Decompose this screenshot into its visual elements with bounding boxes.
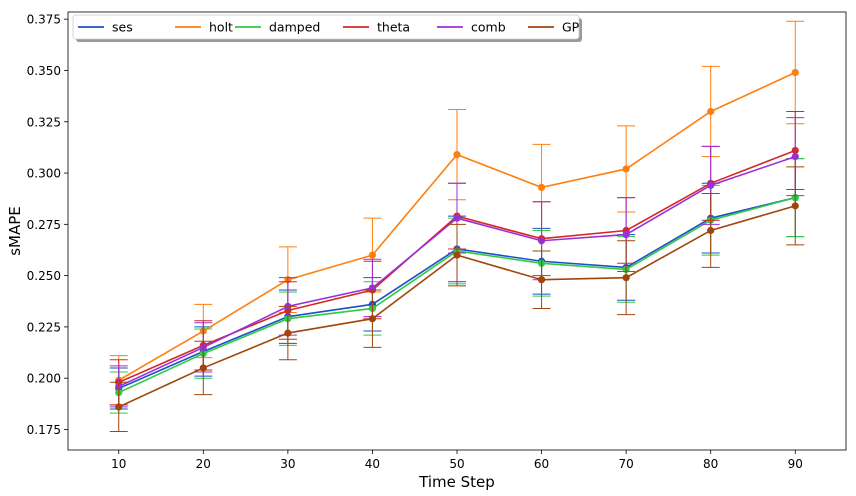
y-tick-label: 0.275 [27, 218, 61, 232]
data-point [622, 165, 630, 173]
data-point [707, 181, 715, 189]
x-tick-label: 90 [788, 457, 803, 471]
legend-label: GP [562, 20, 580, 35]
y-tick-label: 0.325 [27, 115, 61, 129]
data-point [284, 329, 292, 337]
x-tick-label: 40 [365, 457, 380, 471]
x-tick-label: 10 [111, 457, 126, 471]
x-tick-label: 20 [196, 457, 211, 471]
x-tick-label: 50 [449, 457, 464, 471]
legend: ses holt damped theta comb GP [72, 14, 582, 42]
series-gp [109, 166, 805, 433]
legend-box [72, 14, 580, 40]
y-tick-label: 0.375 [27, 13, 61, 27]
y-tick-label: 0.350 [27, 64, 61, 78]
legend-label: theta [377, 20, 410, 35]
data-point [791, 68, 799, 77]
y-tick-label: 0.250 [27, 269, 61, 283]
plot-area [109, 20, 805, 433]
y-tick-label: 0.300 [27, 167, 61, 181]
data-point [622, 230, 630, 239]
data-point [453, 214, 461, 222]
data-point [791, 202, 799, 210]
data-point [537, 237, 546, 245]
x-tick-label: 30 [280, 457, 295, 471]
data-point [368, 315, 377, 323]
legend-label: holt [209, 20, 233, 35]
data-point [199, 364, 207, 372]
x-tick-label: 80 [703, 457, 718, 471]
data-point [622, 274, 630, 282]
data-point [791, 153, 799, 161]
y-tick-label: 0.225 [27, 320, 61, 334]
data-point [368, 251, 377, 259]
data-point [453, 251, 461, 259]
data-point [537, 276, 546, 284]
y-tick-label: 0.175 [27, 423, 61, 437]
data-point [453, 150, 461, 159]
y-tick-label: 0.200 [27, 372, 61, 386]
data-point [115, 403, 123, 411]
data-point [707, 107, 715, 116]
x-axis-label: Time Step [418, 473, 495, 491]
data-point [537, 183, 546, 192]
x-tick-label: 70 [618, 457, 633, 471]
x-tick-label: 60 [534, 457, 549, 471]
legend-label: comb [471, 20, 506, 35]
data-point [707, 226, 715, 235]
legend-label: damped [269, 20, 320, 35]
axes: 10 20 30 40 50 60 70 80 90 0.175 0.200 0.225 0.250 0.… [27, 13, 803, 471]
legend-label: ses [112, 20, 133, 35]
y-axis-label: sMAPE [6, 206, 24, 256]
